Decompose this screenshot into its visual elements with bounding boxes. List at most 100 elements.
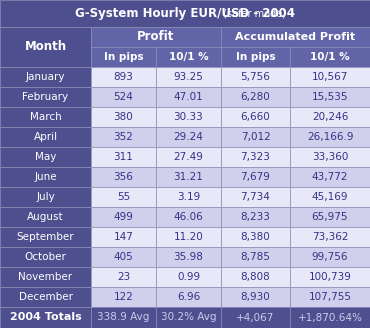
Bar [221,227,290,247]
Text: August: August [27,212,64,222]
Bar [290,47,370,67]
Bar [0,87,91,107]
Bar [221,87,290,107]
Bar [0,207,91,227]
Text: 6.96: 6.96 [177,292,200,302]
Text: 8,233: 8,233 [240,212,270,222]
Text: 45,169: 45,169 [312,192,348,202]
Bar [221,127,290,147]
Bar [156,147,221,167]
Bar [221,67,290,87]
Text: 0.99: 0.99 [177,272,200,282]
Text: 893: 893 [114,72,134,82]
Text: 122: 122 [114,292,134,302]
Bar [221,47,290,67]
Bar [221,167,290,187]
Bar [156,127,221,147]
Text: 7,012: 7,012 [240,132,270,142]
Text: 33,360: 33,360 [312,152,348,162]
Text: March: March [30,112,61,122]
Text: December: December [18,292,73,302]
Text: 29.24: 29.24 [174,132,204,142]
Text: May: May [35,152,56,162]
Bar [290,127,370,147]
Bar [221,307,290,328]
Bar [91,87,156,107]
Bar [290,227,370,247]
Text: 23: 23 [117,272,130,282]
Text: October: October [24,252,67,262]
Bar [156,267,221,287]
Text: 65,975: 65,975 [312,212,348,222]
Bar [156,307,221,328]
Text: 26,166.9: 26,166.9 [307,132,353,142]
Bar [221,287,290,307]
Text: 8,785: 8,785 [240,252,270,262]
Text: 524: 524 [114,92,134,102]
Bar [290,247,370,267]
Bar [156,207,221,227]
Bar [290,147,370,167]
Text: 311: 311 [114,152,134,162]
Text: 6,660: 6,660 [240,112,270,122]
Bar [0,67,91,87]
Text: 27.49: 27.49 [174,152,204,162]
Text: 10/1 %: 10/1 % [310,52,350,62]
Bar [290,287,370,307]
Bar [156,167,221,187]
Text: G-System Hourly EUR/USD - 2004: G-System Hourly EUR/USD - 2004 [75,7,295,20]
Bar [0,0,370,27]
Text: 405: 405 [114,252,133,262]
Text: 8,808: 8,808 [240,272,270,282]
Text: April: April [33,132,58,142]
Text: 7,323: 7,323 [240,152,270,162]
Bar [290,107,370,127]
Text: 31.21: 31.21 [174,172,204,182]
Text: 380: 380 [114,112,133,122]
Bar [156,67,221,87]
Text: 11.20: 11.20 [174,232,204,242]
Bar [0,307,91,328]
Text: 5,756: 5,756 [240,72,270,82]
Bar [221,207,290,227]
Text: 7,679: 7,679 [240,172,270,182]
Bar [0,187,91,207]
Text: September: September [17,232,74,242]
Bar [0,267,91,287]
Text: 107,755: 107,755 [309,292,352,302]
Text: 7,734: 7,734 [240,192,270,202]
Bar [91,227,156,247]
Bar [290,187,370,207]
Text: 6,280: 6,280 [240,92,270,102]
Bar [156,227,221,247]
Text: 8,930: 8,930 [240,292,270,302]
Text: June: June [34,172,57,182]
Bar [91,167,156,187]
Bar [290,167,370,187]
Text: 3.19: 3.19 [177,192,200,202]
Bar [91,307,156,328]
Bar [156,287,221,307]
Bar [0,27,91,67]
Bar [0,107,91,127]
Text: Month: Month [24,40,67,53]
Text: (safer mode): (safer mode) [220,9,286,18]
Text: 100,739: 100,739 [309,272,352,282]
Bar [0,287,91,307]
Bar [290,207,370,227]
Bar [156,87,221,107]
Text: In pips: In pips [104,52,143,62]
Text: 499: 499 [114,212,134,222]
Bar [91,127,156,147]
Bar [221,147,290,167]
Text: 8,380: 8,380 [240,232,270,242]
Bar [91,147,156,167]
Text: 35.98: 35.98 [174,252,204,262]
Bar [156,187,221,207]
Text: 338.9 Avg: 338.9 Avg [97,313,150,322]
Text: Accumulated Profit: Accumulated Profit [235,32,356,42]
Text: 73,362: 73,362 [312,232,348,242]
Text: 30.33: 30.33 [174,112,204,122]
Text: 93.25: 93.25 [174,72,204,82]
Text: Profit: Profit [137,31,175,44]
